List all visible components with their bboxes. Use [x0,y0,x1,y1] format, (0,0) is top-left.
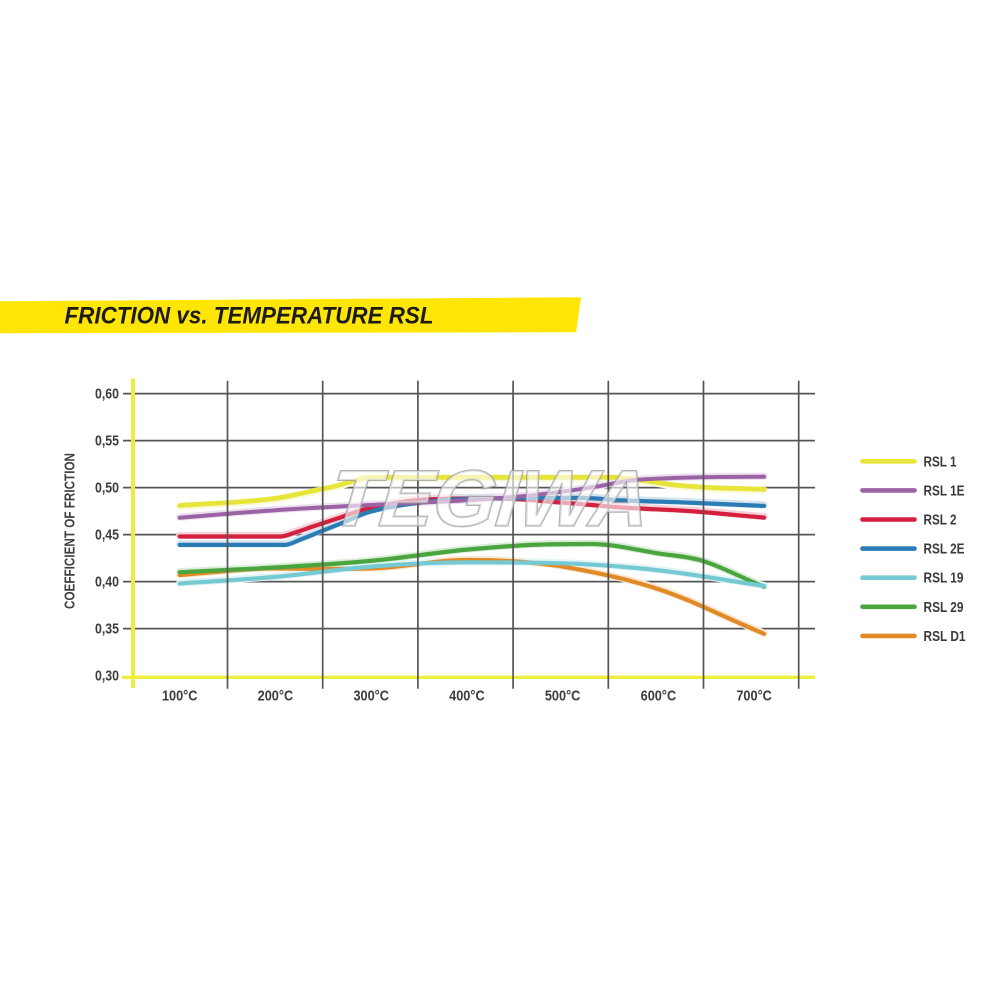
svg-text:0,45: 0,45 [95,528,119,544]
svg-text:600°C: 600°C [641,688,677,705]
svg-text:RSL 2E: RSL 2E [924,542,965,558]
svg-text:0,35: 0,35 [95,622,119,638]
svg-text:RSL D1: RSL D1 [924,629,966,645]
svg-text:400°C: 400°C [449,688,485,705]
svg-text:100°C: 100°C [162,688,198,705]
svg-text:0,40: 0,40 [95,575,119,591]
svg-text:TEGIWA: TEGIWA [327,454,653,543]
svg-text:500°C: 500°C [545,688,581,705]
svg-text:700°C: 700°C [736,688,772,705]
svg-text:RSL 19: RSL 19 [924,571,964,587]
svg-text:0,55: 0,55 [95,434,119,450]
svg-text:RSL 2: RSL 2 [924,513,957,529]
svg-text:RSL 1: RSL 1 [924,454,957,470]
svg-text:300°C: 300°C [353,688,389,705]
svg-text:200°C: 200°C [258,688,294,705]
svg-text:0,60: 0,60 [95,387,119,403]
svg-text:0,50: 0,50 [95,481,119,497]
svg-text:FRICTION vs. TEMPERATURE RSL: FRICTION vs. TEMPERATURE RSL [65,303,434,330]
svg-text:0,30: 0,30 [95,669,119,685]
svg-text:COEFFICIENT OF FRICTION: COEFFICIENT OF FRICTION [63,453,79,609]
svg-text:RSL 29: RSL 29 [924,600,964,616]
svg-text:RSL 1E: RSL 1E [924,483,965,499]
